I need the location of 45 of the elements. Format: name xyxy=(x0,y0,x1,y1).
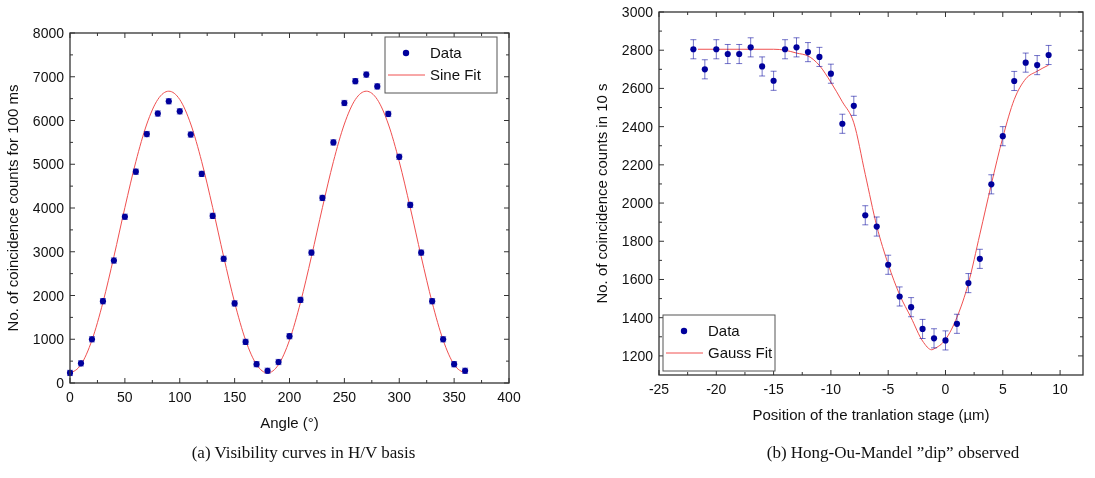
y-tick-label: 2000 xyxy=(32,287,65,304)
legend-label: Gauss Fit xyxy=(708,344,774,361)
y-tick-label: 2000 xyxy=(621,195,654,212)
x-tick-label: 400 xyxy=(497,389,521,405)
y-tick-label: 8000 xyxy=(32,25,65,41)
y-axis-title: No. of coincidence counts in 10 s xyxy=(593,83,610,304)
y-tick-label: 2800 xyxy=(621,42,654,59)
y-tick-label: 2400 xyxy=(621,118,654,135)
y-axis-title: No. of coincidence counts for 100 ms xyxy=(4,84,21,332)
x-tick-label: -10 xyxy=(820,381,842,397)
x-tick-label: 350 xyxy=(442,389,467,405)
y-tick-label: 1800 xyxy=(621,233,654,250)
x-tick-label: -5 xyxy=(881,381,895,397)
text: (b) Hong-Ou-Mandel ”dip” observed xyxy=(766,443,1020,462)
y-tick-label: 1000 xyxy=(32,331,65,348)
y-tick-label: 1200 xyxy=(621,347,654,364)
y-tick-label: 1600 xyxy=(621,271,654,288)
x-tick-label: -20 xyxy=(706,381,727,397)
x-tick-label: 0 xyxy=(941,381,950,397)
y-tick-label: 2600 xyxy=(621,80,654,97)
x-tick-label: 5 xyxy=(998,381,1007,397)
legend-label: Data xyxy=(708,322,741,339)
x-tick-label: 150 xyxy=(222,389,247,405)
x-tick-label: -15 xyxy=(763,381,784,397)
x-tick-label: 100 xyxy=(168,389,192,405)
y-tick-label: 3000 xyxy=(621,4,654,20)
text: (a) Visibility curves in H/V basis xyxy=(191,443,416,462)
x-tick-label: -25 xyxy=(648,381,670,397)
y-tick-label: 6000 xyxy=(32,112,65,129)
x-tick-label: 300 xyxy=(387,389,412,405)
legend-label: Data xyxy=(430,44,463,61)
x-tick-label: 0 xyxy=(66,389,75,405)
y-tick-label: 7000 xyxy=(32,68,65,85)
x-axis-title: Angle (°) xyxy=(260,414,319,431)
y-tick-label: 2200 xyxy=(621,156,654,173)
y-tick-label: 5000 xyxy=(32,156,65,173)
x-tick-label: 10 xyxy=(1052,381,1069,397)
y-tick-label: 4000 xyxy=(32,200,65,216)
legend-label: Sine Fit xyxy=(430,66,482,83)
x-tick-label: 200 xyxy=(277,389,302,405)
x-axis-title: Position of the tranlation stage (µm) xyxy=(752,406,990,423)
x-tick-label: 250 xyxy=(332,389,357,405)
x-tick-label: 50 xyxy=(117,389,133,405)
y-tick-label: 1400 xyxy=(621,309,654,326)
y-tick-label: 3000 xyxy=(32,243,65,260)
